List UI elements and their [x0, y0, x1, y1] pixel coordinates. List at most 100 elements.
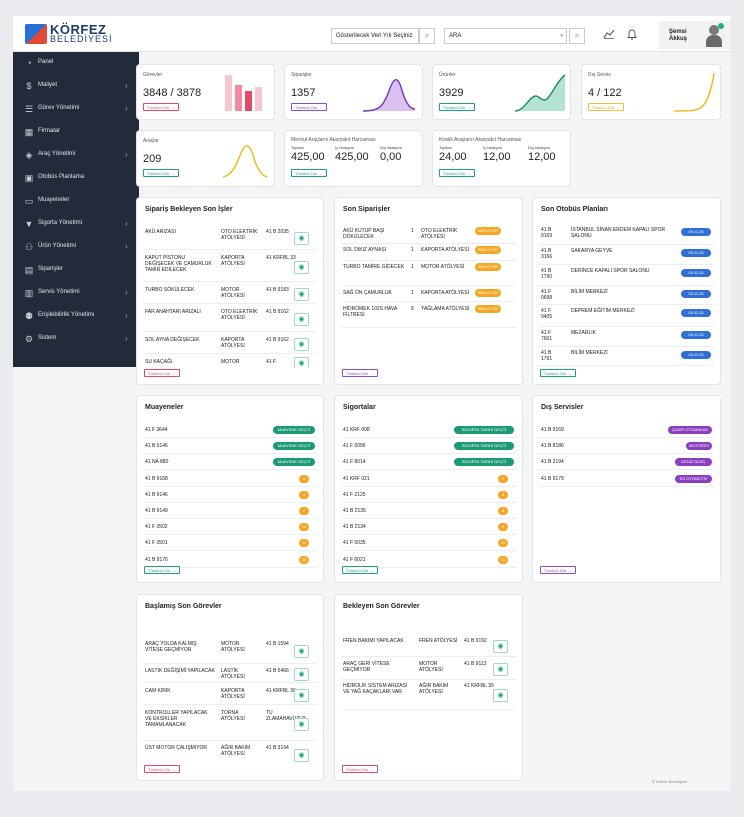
view-task-button[interactable]: ◉ — [294, 260, 309, 274]
view-all-button[interactable]: Tümünü Gör → — [291, 169, 327, 177]
main-search-button[interactable]: ⌕ — [569, 28, 585, 44]
view-all-button[interactable]: Tümünü Gör → — [291, 103, 327, 111]
sidebar-item-label: Servis Yönetimi — [38, 289, 80, 295]
task-name: TURBO SÖKÜLECEK — [145, 287, 195, 293]
task-list: FREN BAKIMI YAPILACAK FREN ATÖLYESİ 41 B 9… — [335, 621, 522, 741]
bus-plan-row: 41 F 9405 DEPREM EĞİTİM MERKEZİ 05.11.25 — [539, 306, 714, 327]
date-badge: 05.11.25 — [681, 351, 711, 359]
sidebar-item-otobüs-planlama[interactable]: ▣ Otobüs Planlama — [13, 167, 139, 190]
chevron-right-icon: › — [125, 219, 128, 228]
days-badge: 13 — [299, 523, 309, 532]
list-item: 41 B 9149 7 — [143, 503, 317, 519]
view-all-button[interactable]: Tümünü Gör → — [342, 369, 378, 377]
view-task-button[interactable]: ◉ — [493, 662, 508, 676]
view-all-button[interactable]: Tümünü Gör → — [342, 566, 378, 574]
view-task-button[interactable]: ◉ — [294, 644, 309, 658]
year-select[interactable]: Gösterilecek Veri Yılı Seçiniz — [331, 28, 419, 44]
view-task-button[interactable]: ◉ — [294, 667, 309, 681]
task-workshop: MOTOR — [221, 359, 240, 365]
list-item: 41 F 3501 21 — [143, 535, 317, 552]
panel-title: Başlamış Son Görevler — [145, 603, 222, 610]
list-plate: 41 B 3194 — [541, 459, 564, 466]
footer-copyright: © Körfez Belediyesi — [652, 779, 687, 784]
status-badge: SİGORTA TARİHİ GEÇTİ — [454, 458, 514, 467]
list-plate: 41 B 9146 — [145, 443, 168, 450]
stat-area-chart — [362, 79, 416, 112]
panel-muayeneler: Muayeneler 41 F 3644 MUAYENE GEÇTİ 41 B 91… — [137, 396, 323, 582]
task-workshop: OTO ELEKTRİK ATÖLYESİ — [221, 309, 258, 321]
list-item: 41 B 9179 ES OTOMOTİV — [539, 471, 714, 487]
list-plate: 41 F 3502 — [145, 524, 168, 531]
view-all-button[interactable]: Tümünü Gör → — [144, 369, 180, 377]
view-task-button[interactable]: ◉ — [294, 287, 309, 301]
stat-value: 1357 — [291, 87, 316, 99]
view-task-button[interactable]: ◉ — [493, 639, 508, 653]
sidebar-item-ürün-yönetimi[interactable]: ⚇ Ürün Yönetimi › — [13, 236, 139, 259]
year-search-button[interactable]: ⌕ — [419, 28, 435, 44]
user-menu[interactable]: Şemsi Akkuş — [659, 21, 731, 49]
chevron-right-icon: › — [125, 242, 128, 251]
sidebar-item-görev-yönetimi[interactable]: ☰ Görev Yönetimi › — [13, 98, 139, 121]
view-task-button[interactable]: ◉ — [294, 357, 309, 368]
access-icon: ⚉ — [24, 311, 34, 321]
list-plate: 41 F 3501 — [145, 540, 168, 547]
view-task-button[interactable]: ◉ — [294, 717, 309, 731]
view-task-button[interactable]: ◉ — [294, 337, 309, 351]
view-task-button[interactable]: ◉ — [294, 312, 309, 326]
chevron-right-icon: › — [125, 81, 128, 90]
sidebar-item-panel[interactable]: ◔ Panel — [13, 52, 139, 75]
view-all-button[interactable]: Tümünü Gör → — [540, 566, 576, 574]
sidebar-item-sistem[interactable]: ⚙ Sistem › — [13, 328, 139, 351]
view-all-button[interactable]: Tümünü Gör → — [144, 765, 180, 773]
task-workshop: MOTOR ATÖLYESİ — [221, 287, 245, 299]
view-all-button[interactable]: Tümünü Gör → — [144, 566, 180, 574]
sidebar-item-erişilebilirlik-yönetimi[interactable]: ⚉ Erişilebilirlik Yönetimi › — [13, 305, 139, 328]
sidebar-item-sigorta-yönetimi[interactable]: ▼ Sigorta Yönetimi › — [13, 213, 139, 236]
list-plate: 41 B 9168 — [145, 475, 168, 482]
sidebar-item-maliyet[interactable]: $ Maliyet › — [13, 75, 139, 98]
view-all-button[interactable]: Tümünü Gör → — [143, 103, 179, 111]
sidebar-item-araç-yönetimi[interactable]: ◈ Araç Yönetimi › — [13, 144, 139, 167]
fuel-external: 12,00 — [528, 151, 556, 163]
sidebar-item-firmalar[interactable]: ▦ Firmalar — [13, 121, 139, 144]
sidebar-item-siparişler[interactable]: ▤ Siparişler — [13, 259, 139, 282]
view-task-button[interactable]: ◉ — [493, 688, 508, 702]
sidebar-item-muayeneler[interactable]: ▭ Muayeneler — [13, 190, 139, 213]
view-all-button[interactable]: Tümünü Gör → — [540, 369, 576, 377]
view-all-button[interactable]: Tümünü Gör → — [439, 169, 475, 177]
logo[interactable]: KÖRFEZ BELEDİYESİ — [25, 22, 115, 46]
table-row: FREN BAKIMI YAPILACAK FREN ATÖLYESİ 41 B 9… — [341, 635, 516, 657]
status-badge: MOTOREX — [686, 442, 712, 451]
status-badge: SİGORTA TARİHİ GEÇTİ — [454, 442, 514, 451]
view-all-button[interactable]: Tümünü Gör → — [439, 103, 475, 111]
bus-destination: SAKARYA GEYVE — [571, 248, 613, 254]
view-task-button[interactable]: ◉ — [294, 748, 309, 762]
car-icon: ◈ — [25, 150, 33, 160]
panel-title: Bekleyen Son Görevler — [343, 603, 420, 610]
view-task-button[interactable]: ◉ — [294, 231, 309, 245]
order-row: SOL DIKIZ AYNASI 1 KAPORTA ATÖLYESİ BEKLİYO… — [341, 245, 516, 261]
fuel-external: 0,00 — [380, 151, 402, 163]
view-all-button[interactable]: Tümünü Gör → — [342, 765, 378, 773]
task-name: FAR ANAHTARI ARIZALI — [145, 309, 201, 315]
view-all-button[interactable]: Tümünü Gör → — [588, 103, 624, 111]
table-row: TURBO SÖKÜLECEK MOTOR ATÖLYESİ 41 B 9183 ◉ — [143, 284, 317, 304]
bell-icon[interactable] — [626, 29, 638, 43]
order-workshop: KAPORTA ATÖLYESİ — [421, 290, 469, 296]
bus-plan-row: 41 B 1791 BİLİM MERKEZİ 05.11.25 — [539, 348, 714, 366]
order-workshop: YAĞLAMA ATÖLYESİ — [421, 306, 470, 312]
sidebar-item-label: Sigorta Yönetimi — [38, 220, 82, 226]
eye-icon: ◉ — [298, 290, 305, 298]
eye-icon: ◉ — [298, 315, 305, 323]
search-select[interactable]: ARA ▾ — [444, 28, 567, 44]
stat-value: 209 — [143, 153, 162, 165]
eye-icon: ◉ — [298, 720, 305, 728]
view-task-button[interactable]: ◉ — [294, 688, 309, 702]
stat-line-chart — [222, 145, 268, 178]
eye-icon: ◉ — [298, 751, 305, 759]
list-plate: 41 B 9169 — [541, 427, 564, 433]
task-plate: 41 B 1594 — [266, 641, 289, 647]
sidebar-item-servis-yönetimi[interactable]: ▥ Servis Yönetimi › — [13, 282, 139, 305]
chart-icon[interactable] — [603, 29, 615, 42]
view-all-button[interactable]: Tümünü Gör → — [143, 169, 179, 177]
